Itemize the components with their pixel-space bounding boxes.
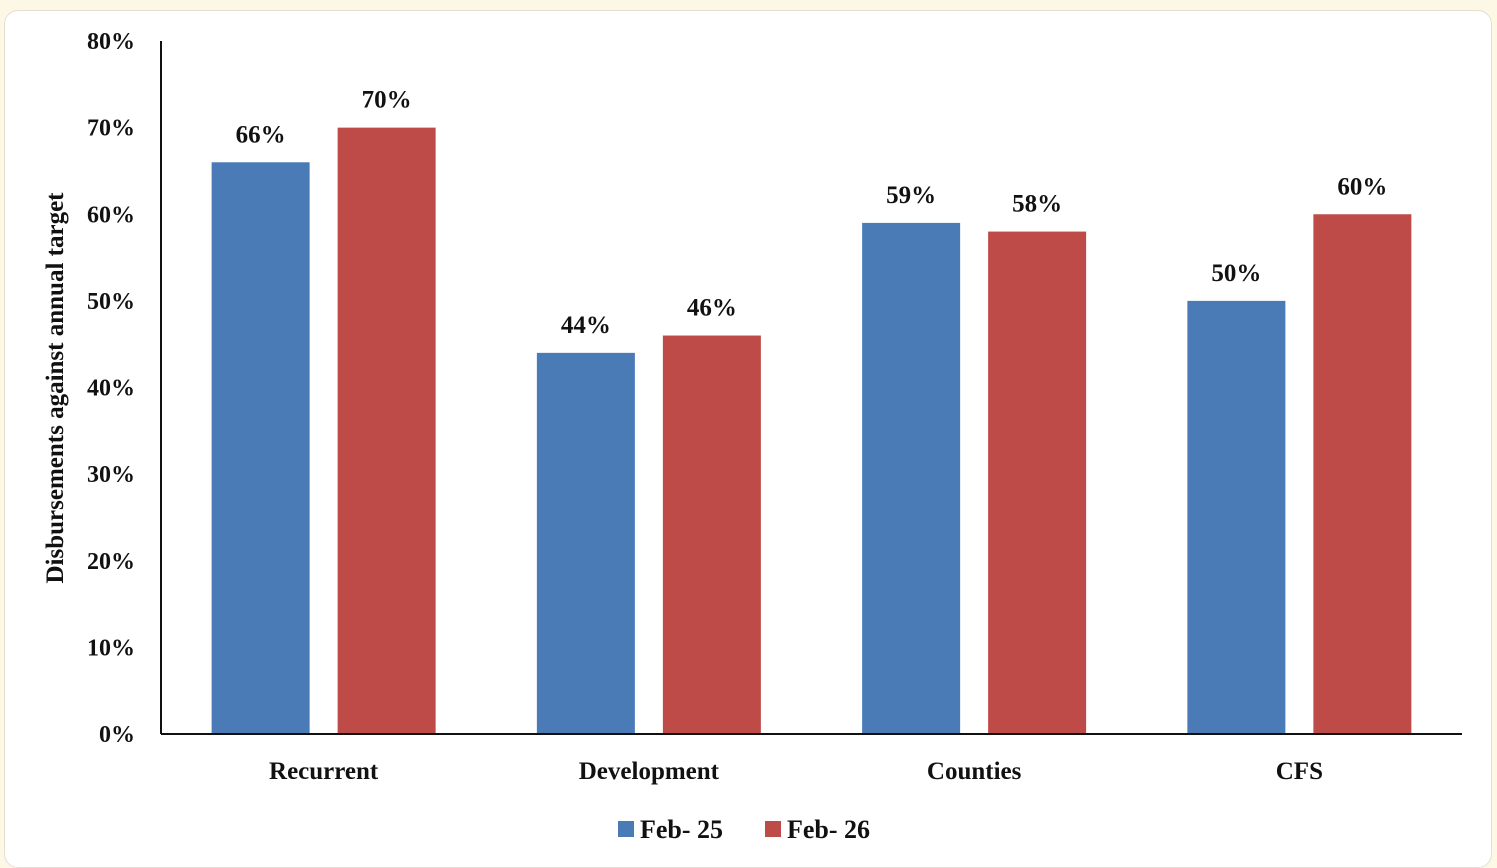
legend-label: Feb- 25 [640,815,723,844]
legend: Feb- 25 Feb- 26 [618,815,870,844]
data-label: 46% [687,295,737,322]
legend-label: Feb- 26 [787,815,870,844]
data-label: 70% [362,87,412,114]
x-category-label: Development [579,758,720,785]
x-axis-categories: Recurrent Development Counties CFS [269,758,1323,785]
bar [536,352,635,734]
y-tick-label: 70% [87,116,135,142]
bar [1313,214,1412,734]
bar [211,162,310,734]
data-label: 60% [1337,173,1387,200]
bar [862,222,961,734]
bar [1187,300,1286,734]
bar [337,127,436,734]
x-category-label: Counties [927,758,1022,785]
y-tick-label: 30% [87,462,135,488]
y-tick-label: 50% [87,289,135,315]
y-tick-label: 20% [87,549,135,575]
data-label: 44% [561,312,611,339]
data-label: 50% [1211,260,1261,287]
x-category-label: Recurrent [269,758,379,785]
y-tick-label: 80% [87,29,135,55]
legend-swatch [765,821,781,837]
legend-swatch [618,821,634,837]
y-axis-label: Disbursements against annual target [42,192,69,584]
data-label: 66% [236,121,286,148]
bar [662,335,761,734]
bars-group [211,127,1412,734]
y-tick-label: 60% [87,202,135,228]
data-label: 58% [1012,191,1062,218]
x-category-label: CFS [1276,758,1323,785]
data-label: 59% [886,182,936,209]
y-tick-label: 40% [87,376,135,402]
y-tick-label: 0% [99,722,135,748]
y-axis-ticks: 0% 10% 20% 30% 40% 50% 60% 70% 80% [87,29,135,748]
y-tick-label: 10% [87,635,135,661]
bar [988,231,1087,734]
data-labels-group: 66% 70% 44% 46% 59% 58% 50% 60% [236,87,1388,339]
